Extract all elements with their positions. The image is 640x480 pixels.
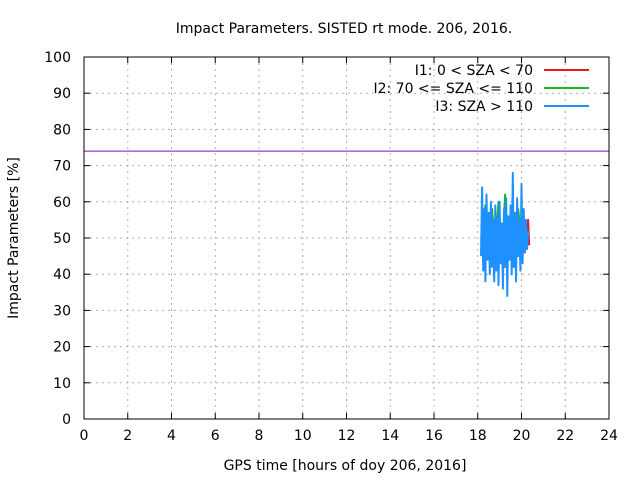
x-tick-label: 2 bbox=[123, 428, 132, 444]
y-tick-label: 90 bbox=[53, 86, 71, 102]
y-tick-label: 60 bbox=[53, 195, 71, 211]
y-tick-label: 70 bbox=[53, 159, 71, 175]
y-tick-label: 40 bbox=[53, 267, 71, 283]
y-tick-label: 50 bbox=[53, 231, 71, 247]
grid bbox=[84, 57, 609, 419]
x-tick-label: 12 bbox=[338, 428, 356, 444]
x-tick-label: 6 bbox=[211, 428, 220, 444]
y-tick-label: 0 bbox=[62, 412, 71, 428]
y-tick-label: 30 bbox=[53, 303, 71, 319]
plot-series bbox=[84, 150, 609, 297]
chart-title: Impact Parameters. SISTED rt mode. 206, … bbox=[176, 21, 512, 37]
y-tick-label: 100 bbox=[44, 50, 71, 66]
x-tick-label: 18 bbox=[469, 428, 487, 444]
y-axis-label: Impact Parameters [%] bbox=[6, 157, 22, 319]
series-line-3 bbox=[480, 171, 530, 297]
x-tick-label: 16 bbox=[425, 428, 443, 444]
y-tick-label: 20 bbox=[53, 340, 71, 356]
legend-label-2: I2: 70 <= SZA <= 110 bbox=[373, 81, 533, 97]
x-axis-label: GPS time [hours of doy 206, 2016] bbox=[224, 458, 467, 474]
y-tick-label: 80 bbox=[53, 122, 71, 138]
x-tick-label: 10 bbox=[294, 428, 312, 444]
x-tick-label: 0 bbox=[80, 428, 89, 444]
legend-label-3: I3: SZA > 110 bbox=[435, 99, 533, 115]
ticks: 0 2 4 6 8 10 12 14 16 18 20 22 240102030405060708090… bbox=[44, 50, 618, 444]
x-tick-label: 8 bbox=[255, 428, 264, 444]
y-tick-label: 10 bbox=[53, 376, 71, 392]
x-tick-label: 24 bbox=[600, 428, 618, 444]
legend-label-1: I1: 0 < SZA < 70 bbox=[415, 63, 533, 79]
legend: I1: 0 < SZA < 70 I2: 70 <= SZA <= 110 I3: … bbox=[373, 63, 589, 115]
x-tick-label: 20 bbox=[513, 428, 531, 444]
x-tick-label: 14 bbox=[381, 428, 399, 444]
x-tick-label: 22 bbox=[556, 428, 574, 444]
x-tick-label: 4 bbox=[167, 428, 176, 444]
